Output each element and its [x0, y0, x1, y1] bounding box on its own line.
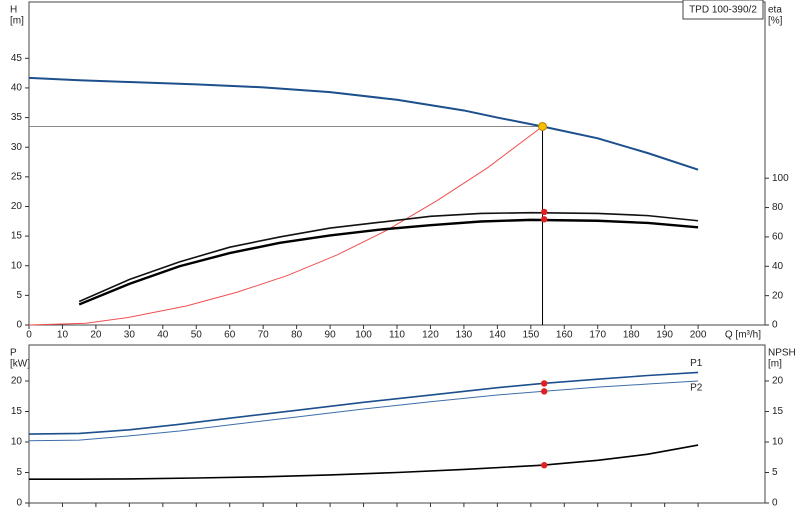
- y2-tick-label: 20: [772, 376, 784, 387]
- series-line: [28, 126, 543, 326]
- y2-axis-label: eta: [768, 5, 782, 16]
- y2-tick-label: 5: [772, 467, 778, 478]
- y2-axis-unit: [m]: [768, 359, 782, 370]
- duty-point: [538, 121, 548, 131]
- y-tick-label: 15: [11, 231, 23, 242]
- y-tick-label: 10: [11, 260, 23, 271]
- x-tick-label: 160: [556, 330, 573, 341]
- y-tick-label: 5: [16, 467, 22, 478]
- x-tick-label: 190: [656, 330, 673, 341]
- chart-title: TPD 100-390/2: [689, 5, 757, 16]
- x-tick-label: 40: [157, 330, 169, 341]
- y-tick-label: 35: [11, 112, 23, 123]
- operating-marker: [541, 216, 548, 223]
- x-tick-label: 200: [690, 330, 707, 341]
- x-axis-label: Q [m³/h]: [725, 330, 761, 341]
- series-label: P1: [690, 358, 703, 369]
- operating-marker: [541, 388, 548, 395]
- y-tick-label: 0: [16, 320, 22, 331]
- y-axis-label: P: [10, 348, 17, 359]
- y-tick-label: 0: [16, 498, 22, 509]
- y-tick-label: 15: [11, 406, 23, 417]
- y-axis-label: H: [10, 5, 17, 16]
- y-tick-label: 45: [11, 53, 23, 64]
- x-tick-label: 140: [489, 330, 506, 341]
- x-tick-label: 50: [191, 330, 203, 341]
- operating-marker: [541, 461, 548, 469]
- y-tick-label: 40: [11, 83, 23, 94]
- y-axis-unit: [kW]: [10, 359, 30, 370]
- y-tick-label: 25: [11, 171, 23, 182]
- y2-tick-label: 20: [772, 290, 784, 301]
- series-line: [28, 380, 699, 442]
- y2-tick-label: 15: [772, 406, 784, 417]
- y-axis-unit: [m]: [10, 16, 24, 27]
- y2-tick-label: 80: [772, 202, 784, 213]
- x-tick-label: 100: [355, 330, 372, 341]
- y2-tick-label: 40: [772, 261, 784, 272]
- series-line: [28, 76, 699, 171]
- x-tick-label: 20: [90, 330, 102, 341]
- series-line: [78, 218, 699, 306]
- x-tick-label: 30: [124, 330, 136, 341]
- y2-tick-label: 60: [772, 232, 784, 243]
- x-tick-label: 170: [589, 330, 606, 341]
- y-tick-label: 20: [11, 376, 23, 387]
- y-tick-label: 10: [11, 437, 23, 448]
- x-tick-label: 130: [456, 330, 473, 341]
- operating-marker: [541, 380, 548, 387]
- y-tick-label: 20: [11, 201, 23, 212]
- y-tick-label: 5: [16, 290, 22, 301]
- x-tick-label: 150: [522, 330, 539, 341]
- y2-axis-unit: [%]: [768, 16, 783, 27]
- operating-marker: [541, 208, 548, 216]
- x-tick-label: 120: [422, 330, 439, 341]
- x-tick-label: 80: [291, 330, 303, 341]
- x-tick-label: 90: [325, 330, 337, 341]
- x-tick-label: 0: [26, 330, 32, 341]
- series-line: [29, 444, 699, 481]
- y-tick-label: 30: [11, 142, 23, 153]
- y2-tick-label: 0: [772, 498, 778, 509]
- series-line: [28, 371, 699, 435]
- x-tick-label: 60: [224, 330, 236, 341]
- x-tick-label: 110: [389, 330, 405, 341]
- y2-tick-label: 100: [772, 173, 789, 184]
- x-tick-label: 10: [57, 330, 69, 341]
- x-tick-label: 180: [623, 330, 640, 341]
- title-box: [682, 0, 764, 20]
- y2-tick-label: 10: [772, 437, 784, 448]
- x-tick-label: 70: [258, 330, 270, 341]
- series-label: P2: [690, 383, 703, 394]
- y2-tick-label: 0: [772, 320, 778, 331]
- series-line: [78, 211, 699, 303]
- y2-axis-label: NPSH: [768, 348, 796, 359]
